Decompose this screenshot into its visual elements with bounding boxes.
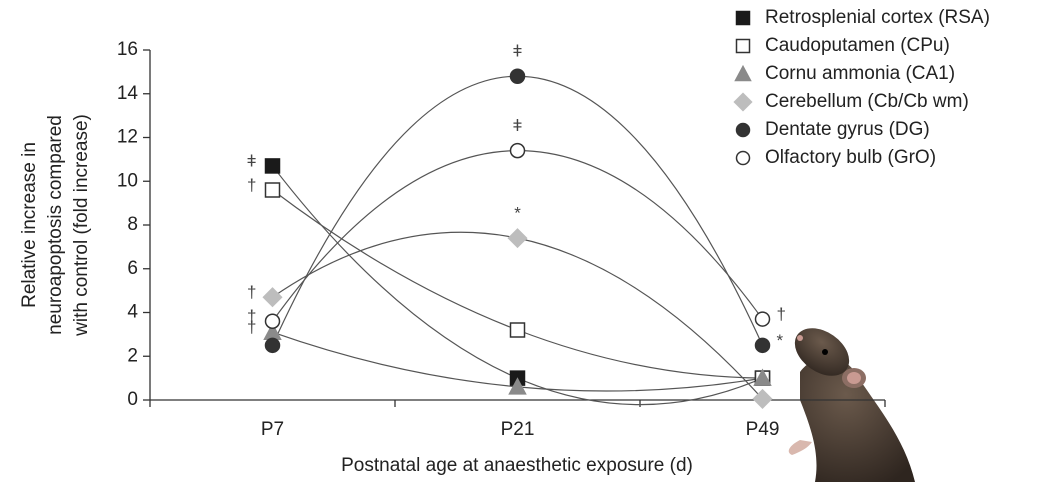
point-annotation: † xyxy=(777,305,786,324)
legend: Retrosplenial cortex (RSA) Caudoputamen (… xyxy=(733,7,990,168)
marker xyxy=(262,287,283,308)
marker xyxy=(509,322,526,338)
y-tick-label: 10 xyxy=(117,170,138,191)
legend-label: Caudoputamen (CPu) xyxy=(765,35,950,56)
y-axis-title-line: with control (fold increase) xyxy=(71,114,92,337)
point-annotation: † xyxy=(247,307,256,326)
marker xyxy=(734,64,752,82)
x-axis-title: Postnatal age at anaesthetic exposure (d… xyxy=(341,455,693,476)
point-annotation: ǂ xyxy=(513,116,523,135)
rat-illustration xyxy=(788,328,915,482)
y-axis-title-line: Relative increase in xyxy=(19,142,40,308)
x-tick-label: P49 xyxy=(746,419,780,440)
legend-label: Olfactory bulb (GrO) xyxy=(765,147,936,168)
marker xyxy=(509,68,526,84)
marker xyxy=(735,38,751,54)
y-tick-label: 14 xyxy=(117,83,139,104)
y-tick-label: 12 xyxy=(117,127,138,148)
y-tick-label: 4 xyxy=(127,302,138,323)
y-tick-label: 8 xyxy=(127,214,138,235)
y-axis-title-line: neuroapoptosis compared xyxy=(45,115,66,335)
marker xyxy=(509,142,526,159)
marker xyxy=(264,182,281,198)
point-annotation: ǂ xyxy=(513,42,523,61)
point-annotation: * xyxy=(514,204,521,223)
legend-label: Cerebellum (Cb/Cb wm) xyxy=(765,91,969,112)
x-tick-label: P7 xyxy=(261,419,284,440)
marker xyxy=(264,313,281,329)
y-tick-label: 2 xyxy=(127,345,138,366)
marker xyxy=(735,10,751,26)
marker xyxy=(752,388,773,409)
point-annotation: † xyxy=(247,318,256,337)
y-tick-label: 6 xyxy=(127,258,138,279)
marker xyxy=(264,158,281,174)
point-annotation: † xyxy=(247,283,256,302)
marker xyxy=(733,92,753,112)
marker xyxy=(754,311,771,327)
marker xyxy=(753,368,772,386)
y-tick-label: 16 xyxy=(117,39,138,60)
y-tick-label: 0 xyxy=(127,389,138,410)
x-tick-label: P21 xyxy=(501,419,535,440)
marker xyxy=(735,150,751,166)
point-annotation: ǂ xyxy=(247,151,257,170)
legend-label: Cornu ammonia (CA1) xyxy=(765,63,955,84)
point-annotation: * xyxy=(777,331,784,350)
point-annotation: † xyxy=(247,175,256,194)
marker xyxy=(264,337,281,354)
legend-label: Retrosplenial cortex (RSA) xyxy=(765,7,990,28)
marker xyxy=(507,228,528,249)
legend-label: Dentate gyrus (DG) xyxy=(765,119,930,140)
marker xyxy=(754,337,771,354)
y-axis-title: Relative increase in neuroapoptosis compa… xyxy=(19,114,92,337)
marker xyxy=(735,122,751,138)
series-line xyxy=(272,165,763,406)
marker xyxy=(508,377,527,395)
